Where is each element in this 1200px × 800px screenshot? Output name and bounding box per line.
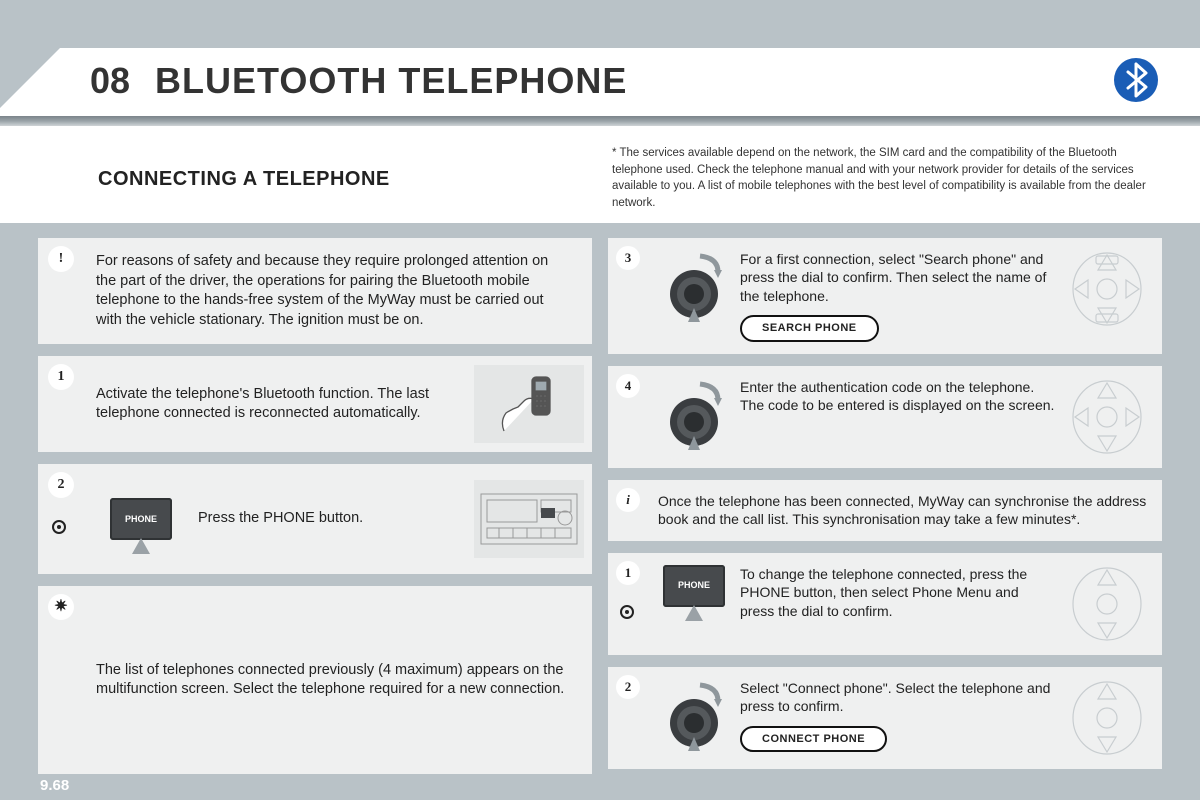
alt-2-content: Select "Connect phone". Select the telep… [740, 679, 1056, 752]
content-columns: ! For reasons of safety and because they… [38, 238, 1162, 774]
left-column: ! For reasons of safety and because they… [38, 238, 592, 774]
search-phone-pill: SEARCH PHONE [740, 315, 879, 342]
page-subtitle: CONNECTING A TELEPHONE [98, 168, 390, 191]
step-2-box: 2 PHONE Press the PHONE button. [38, 464, 592, 574]
alt-2-text: Select "Connect phone". Select the telep… [740, 679, 1056, 716]
head-unit-illustration [474, 480, 584, 558]
control-pad-illustration [1066, 679, 1148, 757]
step-3-text: For a first connection, select "Search p… [740, 250, 1056, 305]
step-1-text: Activate the telephone's Bluetooth funct… [96, 385, 468, 424]
warning-box: ! For reasons of safety and because they… [38, 238, 592, 344]
step-3-box: 3 For a first connection, select "Search… [608, 238, 1162, 354]
warning-badge: ! [48, 246, 74, 272]
dial-illustration [658, 250, 730, 324]
step-1-box: 1 Activate the telephone's Bluetooth fun… [38, 356, 592, 452]
phone-button-key: PHONE [663, 565, 725, 607]
services-disclaimer: * The services available depend on the n… [612, 145, 1156, 212]
page-title: BLUETOOTH TELEPHONE [155, 60, 627, 102]
control-pad-illustration [1066, 565, 1148, 643]
step-4-text: Enter the authentication code on the tel… [740, 378, 1056, 415]
bluetooth-icon [1112, 56, 1160, 109]
dial-illustration [658, 679, 730, 753]
hand-phone-illustration [474, 365, 584, 443]
dial-illustration [658, 378, 730, 452]
alt-step-2-box: 2 Select "Connect phone". Select the tel… [608, 667, 1162, 769]
alt-step-1-box: 1 PHONE To change the telephone connecte… [608, 553, 1162, 655]
step-4-badge: 4 [616, 374, 640, 398]
phone-button-key: PHONE [110, 498, 172, 540]
step-4-box: 4 Enter the authentication code on the t… [608, 366, 1162, 468]
phone-button-illustration: PHONE [658, 565, 730, 607]
info-badge: i [616, 488, 640, 512]
disc-marker-icon [620, 605, 634, 619]
page-number: 9.68 [40, 777, 69, 794]
connect-phone-pill: CONNECT PHONE [740, 726, 887, 753]
step-3-badge: 3 [616, 246, 640, 270]
step-3-content: For a first connection, select "Search p… [740, 250, 1056, 342]
control-pad-illustration [1066, 378, 1148, 456]
phone-button-illustration: PHONE [96, 498, 186, 540]
tip-text: The list of telephones connected previou… [96, 661, 574, 700]
warning-text: For reasons of safety and because they r… [96, 252, 574, 330]
step-2-badge: 2 [48, 472, 74, 498]
tip-box: ✷ The list of telephones connected previ… [38, 586, 592, 774]
disc-marker-icon [52, 520, 66, 534]
right-column: 3 For a first connection, select "Search… [608, 238, 1162, 774]
alt-1-text: To change the telephone connected, press… [740, 565, 1056, 620]
control-pad-illustration [1066, 250, 1148, 328]
chapter-number: 08 [90, 60, 130, 102]
step-1-badge: 1 [48, 364, 74, 390]
alt-2-badge: 2 [616, 675, 640, 699]
info-box: i Once the telephone has been connected,… [608, 480, 1162, 541]
tip-badge: ✷ [48, 594, 74, 620]
alt-1-badge: 1 [616, 561, 640, 585]
step-2-text: Press the PHONE button. [186, 509, 468, 529]
header-divider [0, 116, 1200, 126]
info-text: Once the telephone has been connected, M… [658, 492, 1148, 529]
